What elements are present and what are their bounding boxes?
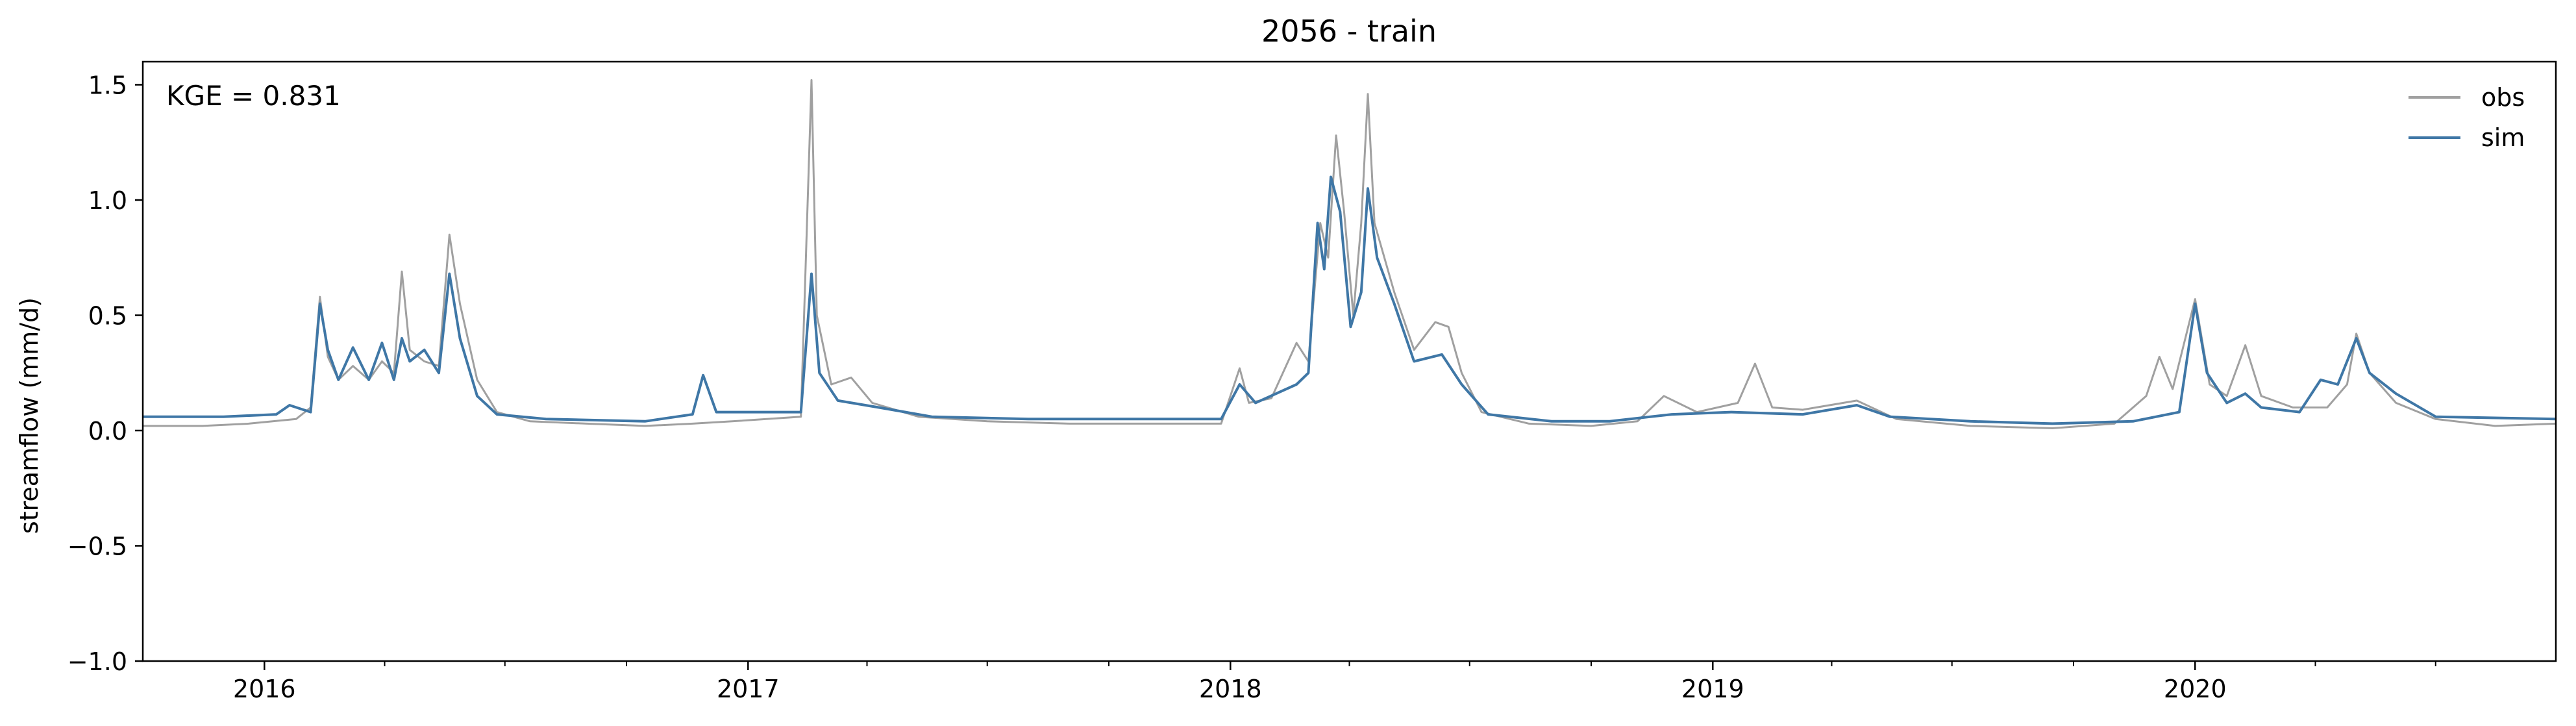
series-line-sim [143, 175, 2557, 425]
legend-obs-label: obs [2481, 83, 2525, 112]
y-tick-label: 0.0 [88, 417, 127, 445]
x-tick-label: 2020 [2164, 675, 2227, 703]
y-tick-label: 0.5 [88, 302, 127, 331]
legend: obs sim [2409, 83, 2525, 152]
legend-sim-label: sim [2481, 123, 2525, 152]
x-tick-label: 2019 [1681, 675, 1744, 703]
plot-area [143, 79, 2557, 429]
chart-title: 2056 - train [1261, 14, 1437, 49]
y-tick-label: −0.5 [68, 532, 127, 561]
plot-frame [142, 60, 2557, 662]
axis-ticks: −1.0 −0.5 0.0 0.5 1.0 1.5 2016 2017 2018 2019 2020 [68, 71, 2436, 703]
y-tick-label: 1.5 [88, 71, 127, 100]
y-axis-label: streamflow (mm/d) [15, 297, 43, 534]
series-line-obs [143, 79, 2557, 429]
x-tick-label: 2016 [233, 675, 296, 703]
y-tick-label: −1.0 [68, 647, 127, 676]
x-tick-label: 2017 [717, 675, 780, 703]
x-tick-label: 2018 [1199, 675, 1262, 703]
kge-annotation: KGE = 0.831 [166, 80, 341, 112]
y-tick-label: 1.0 [88, 186, 127, 215]
